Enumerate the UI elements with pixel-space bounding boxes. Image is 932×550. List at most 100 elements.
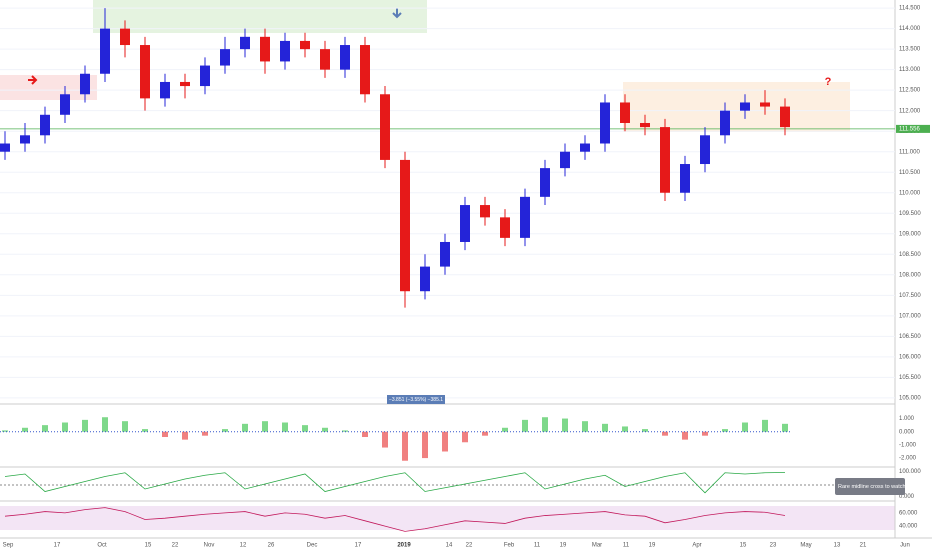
candle-body <box>660 127 670 193</box>
x-tick-label: 12 <box>240 543 247 549</box>
x-tick-label: 15 <box>145 543 152 549</box>
macd-bar <box>342 430 348 432</box>
candle-body <box>560 151 570 169</box>
macd-bar <box>762 419 768 432</box>
macd-bar <box>622 426 628 432</box>
macd-bar <box>442 431 448 452</box>
macd-bar <box>242 423 248 432</box>
y-tick-label: 113.000 <box>899 67 921 73</box>
macd-bar <box>682 431 688 440</box>
y-tick-label: 107.500 <box>899 293 921 299</box>
macd-bar <box>542 417 548 432</box>
candle-body <box>160 81 170 99</box>
macd-bar <box>602 423 608 432</box>
macd-bar <box>662 431 668 436</box>
candle-body <box>320 49 330 70</box>
macd-bar <box>522 419 528 432</box>
macd-bar <box>162 431 168 437</box>
candle-body <box>480 205 490 218</box>
y-tick-label: 113.500 <box>899 47 921 53</box>
y-tick-label: -1.000 <box>899 442 917 448</box>
x-tick-label: 11 <box>534 543 541 549</box>
x-tick-label: Nov <box>204 543 215 549</box>
macd-bar <box>182 431 188 440</box>
y-tick-label: 100.000 <box>899 469 921 475</box>
macd-bar <box>142 429 148 432</box>
candle-body <box>80 73 90 95</box>
x-tick-label: 13 <box>834 543 841 549</box>
candle-body <box>640 122 650 128</box>
measure-box <box>387 395 445 404</box>
candle-body <box>280 40 290 62</box>
x-tick-label: 14 <box>446 543 453 549</box>
y-tick-label: 40.000 <box>899 524 918 530</box>
macd-bar <box>42 425 48 432</box>
macd-bar <box>782 423 788 432</box>
x-tick-label: 21 <box>860 543 867 549</box>
candle-body <box>760 102 770 107</box>
candle-body <box>400 159 410 292</box>
candle-body <box>120 28 130 46</box>
macd-bar <box>102 417 108 432</box>
y-tick-label: 114.500 <box>899 6 921 12</box>
candle-body <box>740 102 750 111</box>
candle-body <box>180 81 190 87</box>
y-tick-label: 106.000 <box>899 354 921 360</box>
x-tick-label: 23 <box>770 543 777 549</box>
y-tick-label: 114.000 <box>899 26 921 32</box>
candle-body <box>100 28 110 74</box>
macd-bar <box>462 431 468 443</box>
annotation-box <box>835 478 905 495</box>
candle-body <box>40 114 50 136</box>
x-tick-label: Apr <box>692 543 701 549</box>
candle-body <box>500 217 510 238</box>
macd-bar <box>82 419 88 432</box>
macd-bar <box>742 422 748 432</box>
candle-body <box>600 102 610 144</box>
price-tag <box>896 124 930 133</box>
arrow <box>28 75 38 85</box>
macd-bar <box>382 431 388 448</box>
rsi-band <box>0 506 895 530</box>
candle-body <box>300 40 310 50</box>
macd-bar <box>402 431 408 461</box>
y-tick-label: 60.000 <box>899 510 918 516</box>
candle-body <box>0 143 10 152</box>
y-tick-label: 111.000 <box>899 149 920 155</box>
y-tick-label: 110.500 <box>899 170 921 176</box>
macd-bar <box>62 422 68 432</box>
candle-body <box>720 110 730 136</box>
x-tick-label: 17 <box>355 543 362 549</box>
candle-body <box>620 102 630 123</box>
y-tick-label: 112.500 <box>899 88 921 94</box>
candle-body <box>60 94 70 115</box>
macd-bar <box>502 427 508 432</box>
macd-bar <box>302 425 308 432</box>
y-tick-label: 105.500 <box>899 375 921 381</box>
macd-bar <box>202 431 208 436</box>
y-tick-label: 109.500 <box>899 211 921 217</box>
x-tick-label: 2019 <box>397 543 411 549</box>
candle-body <box>340 45 350 70</box>
candle-body <box>200 65 210 87</box>
macd-bar <box>422 431 428 459</box>
y-tick-label: 108.000 <box>899 272 921 278</box>
candle-body <box>420 266 430 292</box>
y-tick-label: 112.000 <box>899 108 921 114</box>
candle-body <box>460 205 470 242</box>
x-tick-label: May <box>800 543 811 549</box>
macd-bar <box>562 418 568 432</box>
candle-body <box>260 36 270 62</box>
candle-body <box>220 49 230 66</box>
zone-box <box>93 0 427 33</box>
price-tag-label: 111.556 <box>899 126 920 132</box>
candle-body <box>680 164 690 193</box>
annotation: Rare midline cross to watch <box>838 484 906 490</box>
y-tick-label: 105.000 <box>899 395 921 401</box>
macd-bar <box>702 431 708 436</box>
x-tick-label: 26 <box>268 543 275 549</box>
candle-body <box>520 196 530 238</box>
candle-body <box>240 36 250 50</box>
macd-bar <box>22 427 28 432</box>
x-tick-label: Mar <box>592 543 602 549</box>
